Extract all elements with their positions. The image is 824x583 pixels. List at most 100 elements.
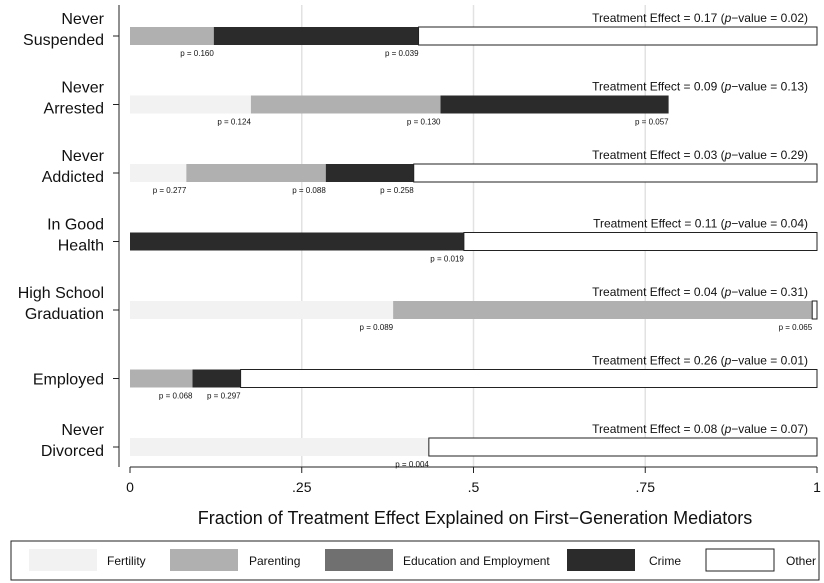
pvalue-suffix: ) bbox=[804, 422, 808, 436]
pvalue-prefix: −value = bbox=[731, 422, 780, 436]
bar-segment-other-3 bbox=[463, 232, 818, 251]
treatment-effect-label-6: Treatment Effect = 0.08 (p−value = 0.07) bbox=[592, 422, 808, 436]
pvalue-suffix: ) bbox=[804, 11, 808, 25]
row-label-2-1: Addicted bbox=[42, 169, 104, 186]
segment-pvalue-label-1-2: p = 0.057 bbox=[635, 118, 669, 127]
pvalue-prefix: −value = bbox=[731, 148, 780, 162]
p-symbol: p bbox=[724, 422, 732, 436]
p-symbol: p bbox=[724, 148, 732, 162]
segment-pvalue-label-4-0: p = 0.089 bbox=[360, 323, 394, 332]
pvalue-suffix: ) bbox=[804, 148, 808, 162]
pvalue-prefix: −value = bbox=[731, 354, 780, 368]
treatment-effect-pvalue: 0.07 bbox=[781, 422, 805, 436]
treatment-effect-pvalue: 0.01 bbox=[781, 354, 805, 368]
treatment-effect-text: Treatment Effect = 0.11 ( bbox=[593, 217, 725, 231]
x-tick-label-4: 1 bbox=[813, 479, 821, 495]
legend-swatch-education-and-employment bbox=[325, 549, 393, 571]
segment-pvalue-label-2-2: p = 0.258 bbox=[380, 186, 414, 195]
row-label-3-1: Health bbox=[58, 238, 104, 255]
pvalue-suffix: ) bbox=[804, 354, 808, 368]
row-label-3-0: In Good bbox=[47, 217, 104, 234]
bar-segment-fertility-2 bbox=[130, 164, 187, 182]
row-label-2-0: Never bbox=[61, 148, 104, 165]
legend-label-0: Fertility bbox=[107, 554, 146, 568]
bar-segment-parenting-5 bbox=[130, 369, 193, 388]
x-tick-label-1: .25 bbox=[292, 479, 312, 495]
treatment-effect-label-1: Treatment Effect = 0.09 (p−value = 0.13) bbox=[592, 80, 808, 94]
legend-label-3: Crime bbox=[649, 554, 681, 568]
legend-swatch-other bbox=[705, 548, 775, 572]
bar-segment-crime-3 bbox=[130, 232, 464, 251]
bar-segment-crime-2 bbox=[325, 164, 414, 182]
treatment-effect-text: Treatment Effect = 0.04 ( bbox=[592, 285, 724, 299]
row-label-1-1: Arrested bbox=[44, 101, 104, 118]
bar-segment-other-6 bbox=[428, 437, 818, 457]
segment-pvalue-label-3-0: p = 0.019 bbox=[430, 255, 464, 264]
x-axis-label: Fraction of Treatment Effect Explained o… bbox=[198, 508, 752, 528]
bar-segment-parenting-4 bbox=[393, 301, 813, 319]
pvalue-prefix: −value = bbox=[731, 80, 780, 94]
segment-pvalue-label-0-0: p = 0.160 bbox=[180, 49, 214, 58]
treatment-effect-text: Treatment Effect = 0.03 ( bbox=[592, 148, 724, 162]
p-symbol: p bbox=[724, 354, 732, 368]
pvalue-prefix: −value = bbox=[731, 11, 780, 25]
row-label-6-1: Divorced bbox=[41, 443, 104, 460]
bar-segment-parenting-1 bbox=[250, 95, 441, 114]
pvalue-suffix: ) bbox=[804, 80, 808, 94]
segment-pvalue-label-5-0: p = 0.068 bbox=[159, 392, 193, 401]
pvalue-prefix: −value = bbox=[731, 217, 780, 231]
treatment-effect-label-3: Treatment Effect = 0.11 (p−value = 0.04) bbox=[593, 217, 808, 231]
legend-label-1: Parenting bbox=[249, 554, 300, 568]
segment-pvalue-label-5-1: p = 0.297 bbox=[207, 392, 241, 401]
row-label-4-1: Graduation bbox=[25, 306, 104, 323]
bar-segment-other-0 bbox=[418, 26, 818, 46]
p-symbol: p bbox=[724, 11, 732, 25]
legend-frame bbox=[10, 540, 820, 581]
row-label-6-0: Never bbox=[61, 422, 104, 439]
legend: Fertility Parenting Education and Employme… bbox=[10, 540, 820, 581]
treatment-effect-label-5: Treatment Effect = 0.26 (p−value = 0.01) bbox=[592, 354, 808, 368]
row-label-5-0: Employed bbox=[33, 372, 104, 389]
row-label-0-0: Never bbox=[61, 11, 104, 28]
treatment-effect-pvalue: 0.04 bbox=[781, 217, 805, 231]
treatment-effect-text: Treatment Effect = 0.09 ( bbox=[592, 80, 724, 94]
legend-swatch-crime bbox=[567, 549, 635, 571]
bar-segment-other-4 bbox=[811, 300, 818, 320]
p-symbol: p bbox=[724, 80, 732, 94]
x-tick-label-2: .5 bbox=[468, 479, 480, 495]
treatment-effect-text: Treatment Effect = 0.08 ( bbox=[592, 422, 724, 436]
plot-area: 0 .25 .5 .75 1 Never Suspended Treatment Effect… bbox=[18, 5, 821, 495]
segment-pvalue-label-2-0: p = 0.277 bbox=[153, 186, 187, 195]
bar-segment-crime-5 bbox=[192, 369, 241, 388]
pvalue-prefix: −value = bbox=[731, 285, 780, 299]
legend-swatch-parenting bbox=[170, 549, 238, 571]
treatment-effect-text: Treatment Effect = 0.17 ( bbox=[592, 11, 724, 25]
segment-pvalue-label-0-1: p = 0.039 bbox=[385, 49, 419, 58]
treatment-effect-label-0: Treatment Effect = 0.17 (p−value = 0.02) bbox=[592, 11, 808, 25]
segment-pvalue-label-6-0: p = 0.004 bbox=[395, 460, 429, 469]
bar-segment-fertility-6 bbox=[130, 438, 429, 456]
bar-segment-other-5 bbox=[240, 369, 818, 388]
bar-segment-parenting-2 bbox=[186, 164, 326, 182]
segment-pvalue-label-2-1: p = 0.088 bbox=[292, 186, 326, 195]
bar-segment-fertility-1 bbox=[130, 95, 251, 114]
bar-segment-crime-1 bbox=[440, 95, 669, 114]
treatment-effect-pvalue: 0.02 bbox=[781, 11, 805, 25]
segment-pvalue-label-1-1: p = 0.130 bbox=[407, 118, 441, 127]
x-tick-label-0: 0 bbox=[126, 479, 134, 495]
treatment-effect-pvalue: 0.13 bbox=[781, 80, 805, 94]
bar-segment-crime-0 bbox=[213, 27, 419, 45]
legend-label-2: Education and Employment bbox=[403, 554, 550, 568]
bar-segment-other-2 bbox=[413, 163, 818, 183]
bar-segment-parenting-0 bbox=[130, 27, 214, 45]
row-label-1-0: Never bbox=[61, 80, 104, 97]
bar-segment-fertility-4 bbox=[130, 301, 394, 319]
segment-pvalue-label-4-1: p = 0.065 bbox=[779, 323, 813, 332]
segment-pvalue-label-1-0: p = 0.124 bbox=[217, 118, 251, 127]
legend-label-4: Other bbox=[786, 554, 816, 568]
treatment-effect-pvalue: 0.29 bbox=[781, 148, 805, 162]
treatment-effect-label-4: Treatment Effect = 0.04 (p−value = 0.31) bbox=[592, 285, 808, 299]
p-symbol: p bbox=[724, 285, 732, 299]
